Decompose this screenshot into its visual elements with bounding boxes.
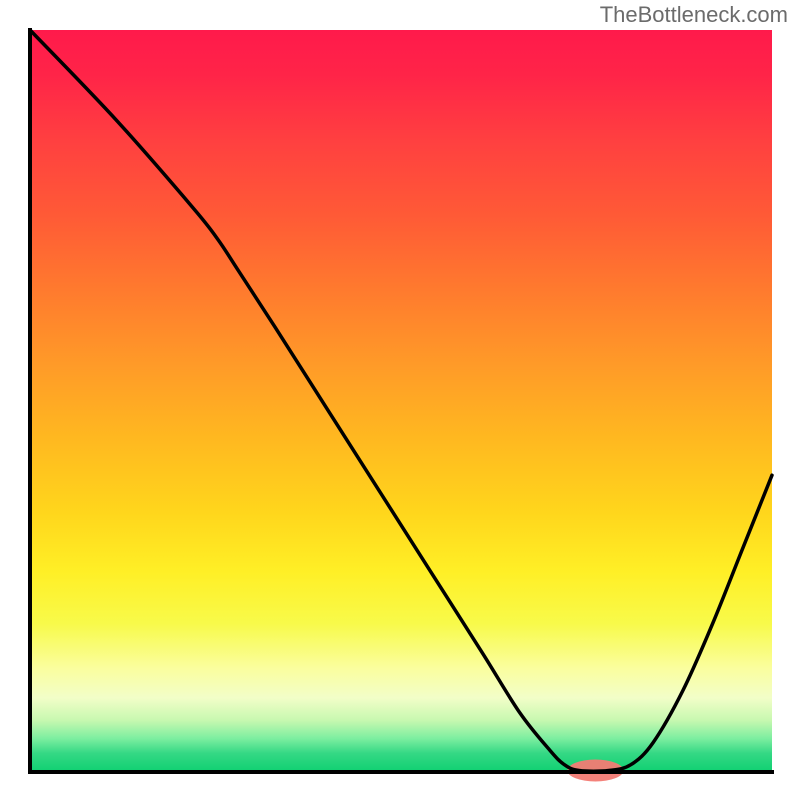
watermark-text: TheBottleneck.com <box>600 2 788 28</box>
chart-container: TheBottleneck.com <box>0 0 800 800</box>
gradient-background <box>30 30 772 772</box>
bottleneck-chart <box>0 0 800 800</box>
